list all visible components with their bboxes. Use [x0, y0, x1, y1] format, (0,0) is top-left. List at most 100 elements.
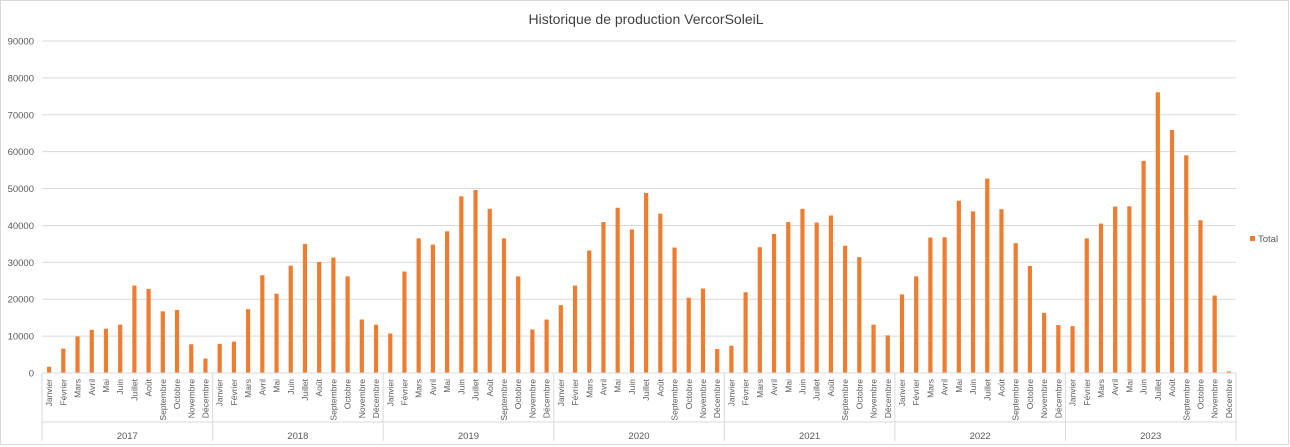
- bar: [132, 285, 137, 373]
- x-tick-label: Mai: [272, 379, 282, 393]
- x-tick-label: Septembre: [158, 379, 168, 421]
- bar: [146, 288, 151, 373]
- bar: [1155, 92, 1160, 373]
- bar: [629, 229, 634, 373]
- bar: [459, 196, 464, 373]
- bar: [1169, 129, 1175, 373]
- bar: [1042, 312, 1047, 373]
- x-tick-label: Avril: [598, 379, 608, 395]
- y-tick-label: 30000: [8, 258, 34, 269]
- bar: [61, 348, 66, 373]
- x-tick-label: Mars: [414, 379, 424, 398]
- x-tick-label: Janvier: [726, 379, 736, 407]
- x-tick-label: Mai: [783, 379, 793, 393]
- x-tick-label: Octobre: [513, 379, 523, 410]
- x-tick-label: Mai: [442, 379, 452, 393]
- x-tick-label: Mars: [584, 379, 594, 398]
- bar: [1056, 325, 1061, 373]
- chart-title: Historique de production VercorSoleiL: [528, 11, 764, 27]
- bar: [288, 265, 293, 373]
- bar: [345, 276, 350, 373]
- y-tick-label: 10000: [8, 332, 34, 343]
- y-tick-label: 20000: [8, 295, 34, 306]
- bar: [956, 200, 961, 373]
- x-tick-label: Mars: [243, 379, 253, 398]
- bar: [1141, 160, 1146, 373]
- bar: [558, 305, 563, 373]
- bar: [572, 285, 578, 373]
- year-label: 2021: [799, 431, 820, 442]
- x-tick-label: Juillet: [812, 378, 822, 400]
- x-tick-label: Août: [996, 378, 1006, 396]
- x-tick-label: Octobre: [343, 379, 353, 410]
- bar: [686, 297, 691, 373]
- bar: [487, 208, 492, 373]
- x-tick-label: Février: [911, 379, 921, 406]
- bar: [359, 319, 364, 373]
- bar: [1198, 220, 1203, 373]
- legend-label: Total: [1258, 234, 1278, 245]
- x-tick-label: Juin: [456, 379, 466, 395]
- bar: [544, 319, 549, 373]
- x-tick-label: Juillet: [300, 378, 310, 400]
- bar: [601, 222, 606, 373]
- bar: [1027, 266, 1032, 373]
- bar: [800, 208, 805, 373]
- x-tick-label: Janvier: [385, 379, 395, 407]
- y-tick-label: 0: [29, 369, 34, 380]
- bar: [715, 349, 720, 373]
- x-tick-label: Décembre: [200, 379, 210, 418]
- x-tick-label: Octobre: [1195, 379, 1205, 410]
- x-tick-label: Août: [655, 378, 665, 396]
- x-tick-label: Janvier: [897, 379, 907, 407]
- x-tick-label: Mars: [1096, 379, 1106, 398]
- x-tick-label: Juin: [968, 379, 978, 395]
- x-tick-label: Février: [741, 379, 751, 406]
- x-tick-label: Mai: [1124, 379, 1134, 393]
- x-tick-label: Août: [485, 378, 495, 396]
- y-tick-label: 60000: [8, 147, 34, 158]
- bar: [914, 276, 919, 373]
- year-label: 2017: [117, 431, 138, 442]
- bar: [729, 345, 734, 373]
- bar: [899, 294, 905, 373]
- x-tick-label: Mars: [925, 379, 935, 398]
- bar: [530, 329, 535, 373]
- year-label: 2018: [287, 431, 308, 442]
- bar: [985, 178, 990, 373]
- bar: [274, 293, 279, 373]
- bar: [445, 231, 450, 373]
- x-tick-label: Septembre: [1181, 379, 1191, 421]
- bar: [402, 271, 407, 373]
- bar: [757, 247, 762, 373]
- year-label: 2022: [970, 431, 991, 442]
- bar: [658, 213, 663, 373]
- y-tick-label: 80000: [8, 73, 34, 84]
- bar: [246, 309, 251, 373]
- x-tick-label: Septembre: [499, 379, 509, 421]
- x-tick-label: Février: [58, 379, 68, 406]
- bar: [217, 343, 222, 373]
- bar: [843, 245, 848, 373]
- x-tick-label: Mars: [755, 379, 765, 398]
- x-tick-label: Novembre: [1210, 379, 1220, 418]
- bar: [302, 243, 308, 373]
- x-tick-label: Décembre: [883, 379, 893, 418]
- bar: [416, 238, 421, 373]
- y-tick-label: 50000: [8, 184, 34, 195]
- x-tick-label: Février: [570, 379, 580, 406]
- y-tick-label: 70000: [8, 110, 34, 121]
- x-tick-label: Avril: [940, 379, 950, 395]
- bar: [317, 261, 322, 373]
- bar: [388, 333, 393, 373]
- x-tick-label: Novembre: [186, 379, 196, 418]
- bar: [501, 238, 507, 373]
- x-tick-label: Juin: [797, 379, 807, 395]
- bar: [174, 309, 180, 373]
- bar: [1084, 238, 1089, 373]
- bar: [47, 366, 52, 373]
- bar: [516, 276, 521, 373]
- x-tick-label: Août: [826, 378, 836, 396]
- x-tick-label: Juin: [1139, 379, 1149, 395]
